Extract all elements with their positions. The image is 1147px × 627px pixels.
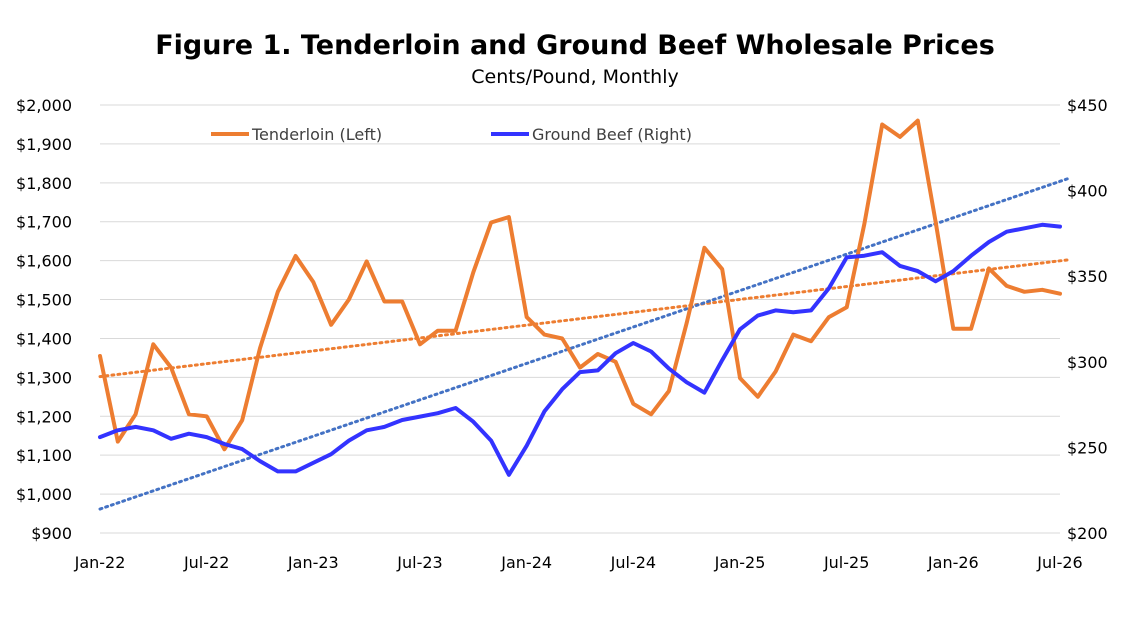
right-tick-label: $350 [1067, 267, 1108, 286]
left-tick-label: $2,000 [16, 96, 72, 115]
chart-subtitle: Cents/Pound, Monthly [471, 66, 678, 88]
left-tick-label: $1,200 [16, 407, 72, 426]
trendlines [98, 177, 1070, 511]
series-lines [98, 118, 1062, 477]
left-tick-label: $1,600 [16, 252, 72, 271]
left-tick-label: $1,100 [16, 446, 72, 465]
legend: Tenderloin (Left) Ground Beef (Right) [211, 125, 692, 144]
trendline-ground-beef [98, 177, 1070, 511]
x-tick-label: Jan-22 [74, 553, 126, 572]
right-axis: $200 $250 $300 $350 $400 $450 [1067, 96, 1108, 543]
left-tick-label: $1,500 [16, 291, 72, 310]
trendline-tenderloin [98, 258, 1070, 379]
x-tick-label: Jul-23 [396, 553, 442, 572]
chart-title: Figure 1. Tenderloin and Ground Beef Who… [155, 30, 995, 61]
x-axis: Jan-22 Jul-22 Jan-23 Jul-23 Jan-24 Jul-24 Jan-… [74, 553, 1083, 572]
left-tick-label: $1,300 [16, 368, 72, 387]
left-tick-label: $1,800 [16, 174, 72, 193]
x-tick-label: Jan-23 [287, 553, 339, 572]
right-tick-label: $300 [1067, 353, 1108, 372]
legend-label-tenderloin: Tenderloin (Left) [251, 125, 382, 144]
right-tick-label: $450 [1067, 96, 1108, 115]
x-tick-label: Jan-25 [714, 553, 766, 572]
left-tick-label: $1,400 [16, 329, 72, 348]
x-tick-label: Jan-24 [500, 553, 552, 572]
left-tick-label: $1,000 [16, 485, 72, 504]
legend-label-ground-beef: Ground Beef (Right) [532, 125, 692, 144]
left-tick-label: $1,900 [16, 135, 72, 154]
right-tick-label: $250 [1067, 438, 1108, 457]
left-axis: $900 $1,000 $1,100 $1,200 $1,300 $1,400 $1,500… [16, 96, 72, 543]
right-tick-label: $400 [1067, 182, 1108, 201]
x-tick-label: Jul-22 [183, 553, 229, 572]
series-line-tenderloin [98, 118, 1062, 452]
left-tick-label: $1,700 [16, 213, 72, 232]
x-tick-label: Jan-26 [927, 553, 979, 572]
left-tick-label: $900 [31, 524, 72, 543]
x-tick-label: Jul-24 [610, 553, 656, 572]
series-line-ground-beef [98, 222, 1062, 477]
x-tick-label: Jul-26 [1036, 553, 1082, 572]
right-tick-label: $200 [1067, 524, 1108, 543]
x-tick-label: Jul-25 [823, 553, 869, 572]
